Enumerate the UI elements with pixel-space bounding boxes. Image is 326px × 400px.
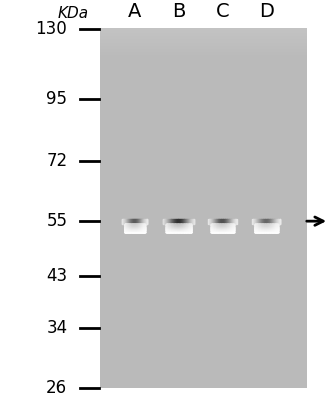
Text: 95: 95 <box>46 90 67 108</box>
Text: B: B <box>172 2 185 22</box>
Text: C: C <box>216 2 229 22</box>
Text: KDa: KDa <box>58 6 89 22</box>
Text: D: D <box>259 2 274 22</box>
Text: 72: 72 <box>46 152 67 170</box>
Bar <box>100 29 307 388</box>
Text: 55: 55 <box>46 212 67 230</box>
Text: A: A <box>128 2 141 22</box>
Text: 130: 130 <box>36 20 67 38</box>
Text: 34: 34 <box>46 320 67 338</box>
Text: 26: 26 <box>46 379 67 397</box>
Text: 43: 43 <box>46 267 67 285</box>
